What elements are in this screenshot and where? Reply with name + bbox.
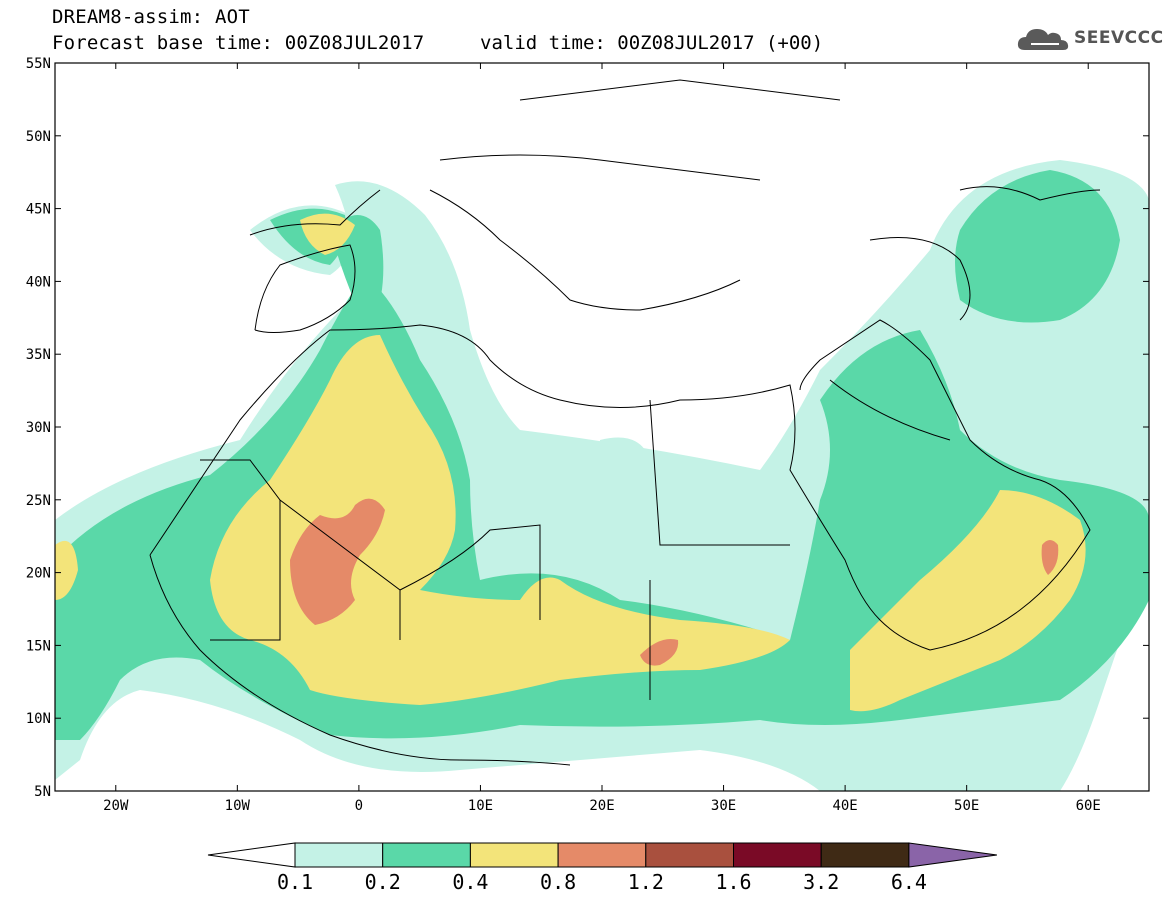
axis-ticks: 20W 10W 0 10E 20E 30E 40E 50E 60E 5N 10N 15N 20N 25N 3…	[26, 56, 1149, 814]
lon-tick-label: 10E	[468, 798, 493, 814]
lat-tick-label: 5N	[34, 784, 51, 800]
lon-tick-label: 50E	[954, 798, 979, 814]
colorbar-label: 0.8	[540, 870, 576, 894]
lat-tick-label: 55N	[26, 56, 51, 72]
lat-tick-label: 10N	[26, 711, 51, 727]
logo-text: SEEVCCC	[1074, 28, 1164, 48]
colorbar-high-triangle	[908, 842, 997, 868]
colorbar-label: 0.2	[365, 870, 401, 894]
lat-tick-label: 40N	[26, 274, 51, 290]
lon-tick-label: 10W	[225, 798, 251, 814]
lat-tick-label: 20N	[26, 566, 51, 582]
colorbar: 0.1 0.2 0.4 0.8 1.2 1.6 3.2 6.4	[207, 842, 997, 894]
coastlines-borders	[149, 79, 1101, 766]
lat-tick-label: 50N	[26, 129, 51, 145]
lon-tick-label: 20E	[589, 798, 614, 814]
cloud-icon	[1017, 29, 1069, 50]
lat-tick-label: 15N	[26, 638, 51, 654]
aot-level-0.8	[290, 498, 1059, 666]
colorbar-low-triangle	[207, 842, 296, 868]
colorbar-box	[820, 842, 910, 868]
lat-tick-label: 25N	[26, 493, 51, 509]
lat-tick-label: 35N	[26, 347, 51, 363]
map-title: DREAM8-assim: AOT	[52, 6, 250, 28]
lon-tick-label: 20W	[103, 798, 129, 814]
colorbar-label: 0.1	[277, 870, 313, 894]
aot-field	[55, 160, 1149, 791]
colorbar-label: 1.6	[715, 870, 751, 894]
lat-tick-label: 30N	[26, 420, 51, 436]
lon-tick-label: 30E	[711, 798, 736, 814]
colorbar-label: 0.4	[452, 870, 488, 894]
forecast-base-time: Forecast base time: 00Z08JUL2017	[52, 32, 425, 54]
lon-tick-label: 60E	[1076, 798, 1101, 814]
lon-tick-label: 40E	[832, 798, 857, 814]
colorbar-box	[645, 842, 734, 868]
valid-time: valid time: 00Z08JUL2017 (+00)	[480, 32, 824, 54]
colorbar-label: 3.2	[803, 870, 839, 894]
colorbar-box	[469, 842, 559, 868]
colorbar-label: 6.4	[891, 870, 927, 894]
lat-tick-label: 45N	[26, 202, 51, 218]
colorbar-label: 1.2	[628, 870, 664, 894]
colorbar-box	[294, 842, 384, 868]
colorbar-box	[557, 842, 647, 868]
colorbar-box	[733, 842, 822, 868]
colorbar-box	[382, 842, 471, 868]
seevccc-logo: SEEVCCC	[1017, 24, 1163, 56]
lon-tick-label: 0	[355, 798, 363, 814]
